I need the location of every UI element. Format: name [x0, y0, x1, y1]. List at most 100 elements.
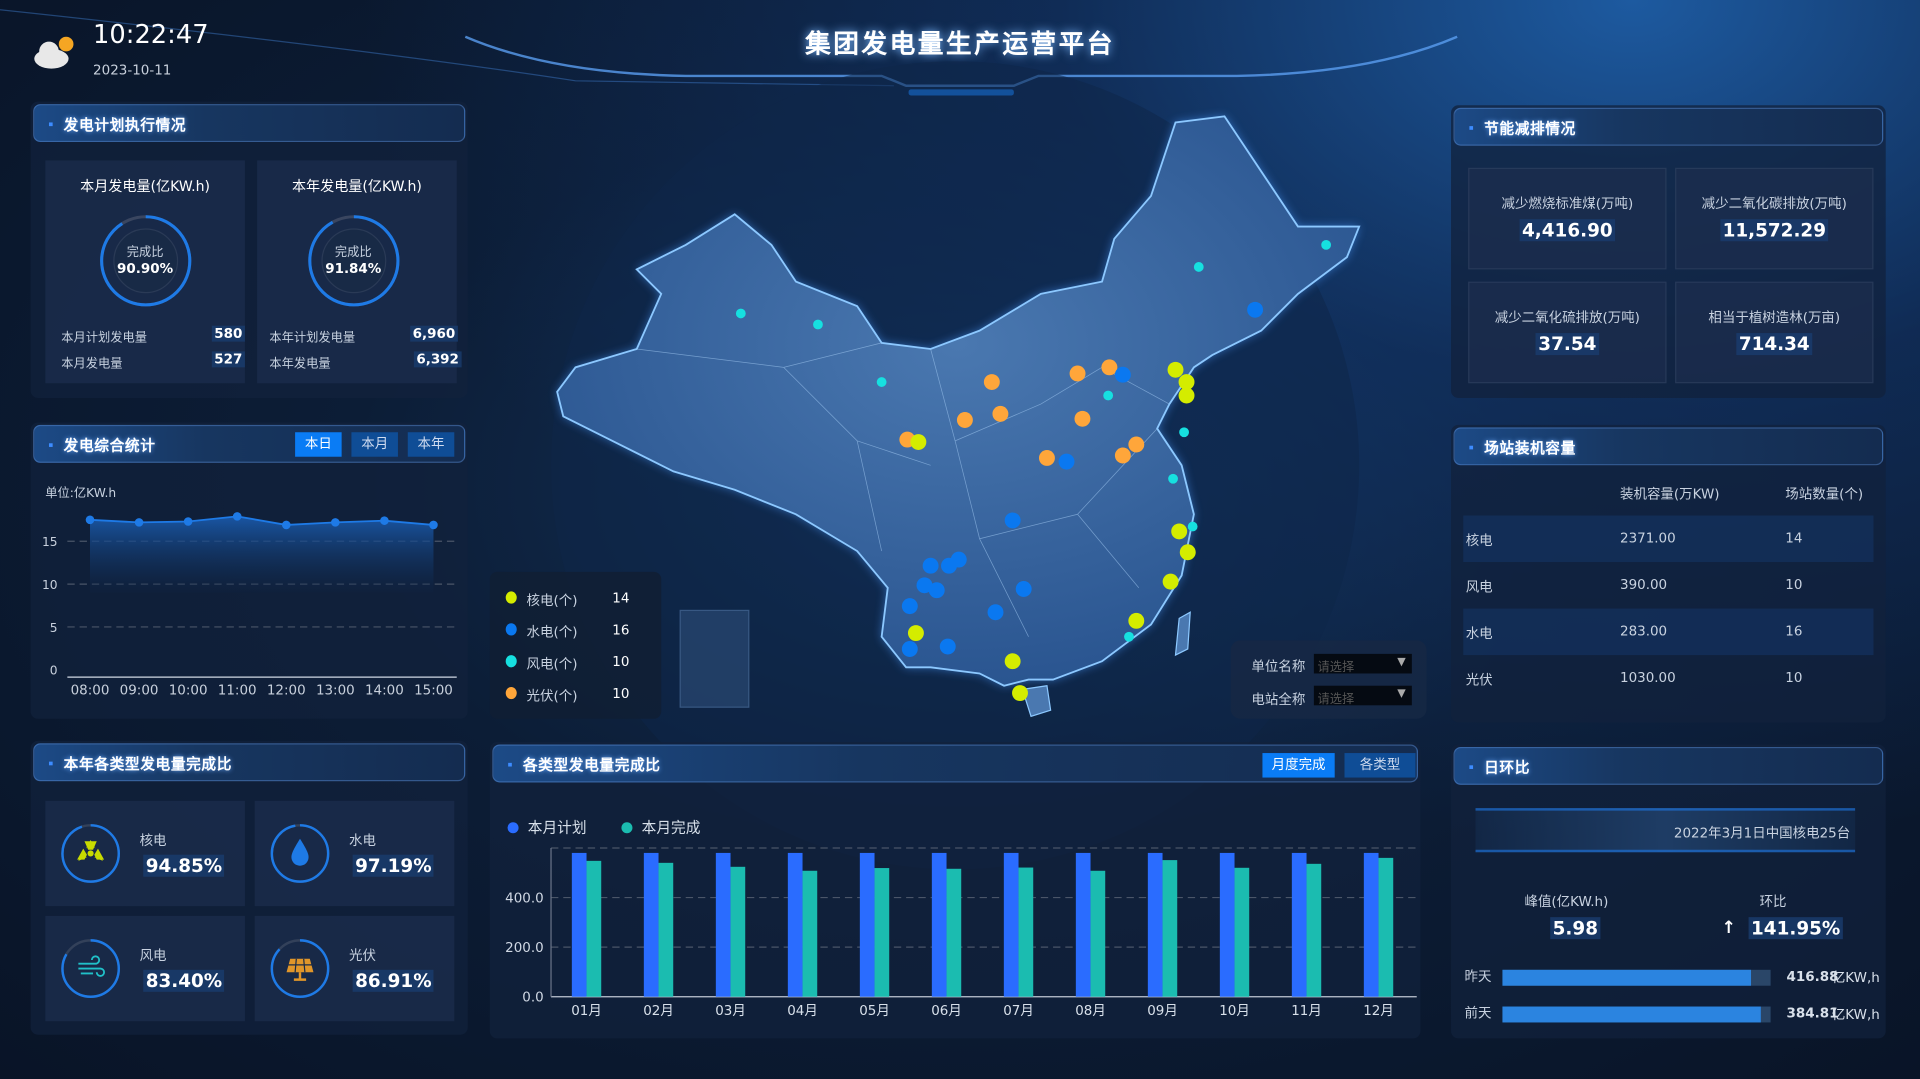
cell-capacity: 283.00 — [1620, 623, 1668, 640]
energy-label: 减少二氧化硫排放(万吨) — [1494, 309, 1640, 326]
wind-icon — [61, 939, 121, 998]
area-fill — [90, 516, 434, 593]
bar-plan — [859, 852, 875, 997]
bar-actual — [658, 862, 674, 997]
x-tick-label: 06月 — [931, 1004, 962, 1019]
bar-actual — [874, 868, 890, 997]
data-point — [380, 516, 389, 525]
bar-plan — [787, 852, 803, 997]
line-chart-unit: 单位:亿KW.h — [45, 487, 117, 501]
bar-plan — [931, 852, 947, 997]
day-unit: 亿KW,h — [1831, 969, 1880, 986]
unit-name-select[interactable]: 请选择 ▼ — [1313, 653, 1412, 675]
station-marker — [1101, 359, 1118, 376]
x-tick-label: 03月 — [715, 1004, 746, 1019]
x-tick-label: 11:00 — [218, 683, 257, 698]
ratio-label: 环比 — [1759, 893, 1787, 910]
energy-card-1: 减少二氧化碳排放(万吨) 11,572.29 — [1675, 167, 1874, 270]
ring-label: 完成比 — [334, 246, 372, 260]
monthly-bar-chart: 0.0 200.0 400.0 本月计划 本月完成 01月 02月 03月 04月 05月 06月 0… — [505, 820, 1417, 1019]
legend-count: 16 — [612, 622, 630, 638]
data-point — [331, 518, 340, 527]
tab-today[interactable]: 本日 — [295, 432, 342, 457]
legend-count: 14 — [612, 590, 630, 607]
bar-plan — [1291, 852, 1307, 997]
tab-month[interactable]: 本月 — [351, 432, 398, 457]
x-tick-label: 14:00 — [365, 683, 404, 698]
station-marker — [1171, 523, 1188, 540]
legend-dot-icon — [505, 655, 517, 668]
cell-type: 风电 — [1465, 579, 1493, 596]
chevron-down-icon: ▼ — [1397, 656, 1406, 669]
month-actual-value: 527 — [211, 351, 245, 368]
energy-value: 714.34 — [1736, 333, 1813, 356]
capacity-panel: 场站装机容量 装机容量(万KW) 场站数量(个) 核电 2371.00 14 风… — [1451, 424, 1886, 723]
panel-header: 各类型发电量完成比 月度完成 各类型 — [492, 744, 1418, 783]
station-marker — [992, 405, 1009, 422]
south-china-sea-inset — [679, 609, 750, 708]
energy-label: 减少燃烧标准煤(万吨) — [1501, 195, 1634, 212]
station-marker — [901, 641, 918, 657]
day-label: 前天 — [1464, 1005, 1492, 1022]
plan-panel: 发电计划执行情况 本月发电量(亿KW.h) 完成比 90.90% 本月计划发电量… — [30, 101, 468, 398]
type-card-1: 水电 97.19% — [254, 800, 455, 907]
series-line — [89, 515, 434, 526]
bar-actual — [1162, 860, 1178, 997]
filter-label: 电站全称 — [1251, 691, 1306, 708]
bar-plan — [1219, 852, 1235, 997]
x-tick-label: 08月 — [1075, 1004, 1106, 1019]
legend-label: 本月计划 — [528, 820, 587, 837]
year-generation-card: 本年发电量(亿KW.h) 完成比 91.84% 本年计划发电量 6,960 本年… — [257, 160, 462, 384]
station-marker — [735, 308, 746, 319]
panel-title: 日环比 — [1484, 759, 1531, 777]
station-marker — [1321, 240, 1332, 250]
station-marker — [1069, 365, 1086, 382]
energy-label: 减少二氧化碳排放(万吨) — [1701, 195, 1847, 212]
x-tick-label: 12:00 — [267, 683, 306, 698]
y-tick-label: 0.0 — [522, 991, 543, 1006]
day-value: 416.88 — [1786, 968, 1839, 985]
y-tick-label: 10 — [42, 578, 58, 592]
year-ratio-ring — [308, 215, 400, 307]
legend-dot-icon — [505, 623, 517, 636]
station-marker — [910, 434, 927, 451]
station-marker — [1004, 653, 1021, 670]
day-bar-fill — [1502, 1006, 1761, 1023]
panel-title: 各类型发电量完成比 — [522, 756, 661, 774]
actual-label: 本年发电量 — [269, 357, 331, 372]
type-name: 风电 — [139, 947, 167, 964]
x-tick-label: 13:00 — [316, 683, 355, 698]
month-ratio: 90.90% — [117, 260, 174, 277]
panel-header: 节能减排情况 — [1453, 107, 1884, 146]
map-legend: 核电(个) 14 水电(个) 16 风电(个) 10 光伏(个) 10 — [489, 571, 662, 719]
data-point — [232, 512, 242, 521]
energy-value: 37.54 — [1535, 333, 1599, 356]
station-marker — [1124, 631, 1134, 642]
panel-header: 发电综合统计 本日 本月 本年 — [33, 424, 466, 463]
data-point — [183, 517, 193, 526]
ring-label: 完成比 — [126, 246, 164, 260]
tab-monthly[interactable]: 月度完成 — [1262, 753, 1335, 778]
table-row: 水电 283.00 16 — [1463, 608, 1874, 656]
daily-ratio-panel: 日环比 2022年3月1日中国核电25台 峰值(亿KW.h) 5.98 环比 ↑… — [1451, 744, 1886, 1039]
cell-type: 光伏 — [1465, 672, 1493, 689]
energy-card-3: 相当于植树造林(万亩) 714.34 — [1675, 281, 1874, 384]
station-name-select[interactable]: 请选择 ▼ — [1313, 685, 1412, 707]
type-name: 水电 — [348, 832, 376, 849]
bar-plan — [643, 852, 659, 997]
hourly-generation-chart: 0 5 10 15 08:00 09:00 10:00 11:00 12:00 13:00 14:0… — [42, 512, 457, 698]
solar-panel-icon — [270, 939, 330, 998]
peak-label: 峰值(亿KW.h) — [1524, 893, 1609, 910]
station-marker — [813, 319, 823, 330]
type-card-3: 光伏 86.91% — [254, 915, 455, 1022]
tab-year[interactable]: 本年 — [407, 432, 455, 457]
y-tick-label: 0 — [50, 664, 58, 678]
tab-by-type[interactable]: 各类型 — [1344, 753, 1416, 778]
x-tick-label: 05月 — [859, 1004, 890, 1019]
month-plan-value: 580 — [211, 325, 245, 342]
card-title: 本月发电量(亿KW.h) — [80, 177, 211, 195]
type-name: 核电 — [139, 832, 167, 849]
day-value: 384.81 — [1786, 1005, 1839, 1022]
